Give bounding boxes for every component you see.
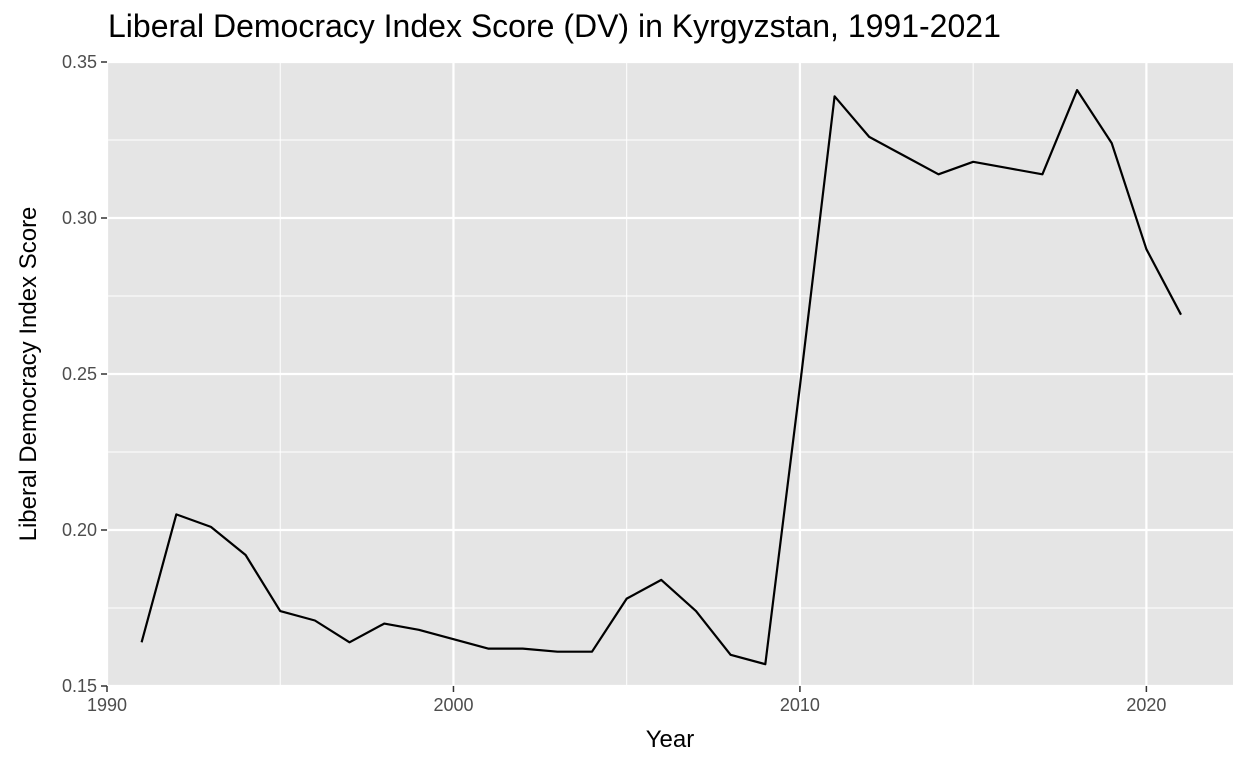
y-tick-label: 0.30 (62, 208, 97, 228)
series-line (140, 88, 1182, 666)
x-tick-label: 2000 (433, 695, 473, 715)
y-tick-label: 0.20 (62, 520, 97, 540)
y-axis-ticks: 0.15 0.20 0.25 0.30 0.35 (62, 52, 107, 696)
y-axis-title: Liberal Democracy Index Score (15, 207, 42, 542)
x-axis-title: Year (646, 726, 695, 753)
x-axis-ticks: 1990 2000 2010 2020 (87, 686, 1166, 715)
chart-title: Liberal Democracy Index Score (DV) in Ky… (108, 8, 1001, 44)
y-tick-label: 0.25 (62, 364, 97, 384)
y-tick-label: 0.35 (62, 52, 97, 72)
x-tick-label: 2010 (780, 695, 820, 715)
x-tick-label: 2020 (1126, 695, 1166, 715)
x-tick-label: 1990 (87, 695, 127, 715)
y-tick-label: 0.15 (62, 676, 97, 696)
